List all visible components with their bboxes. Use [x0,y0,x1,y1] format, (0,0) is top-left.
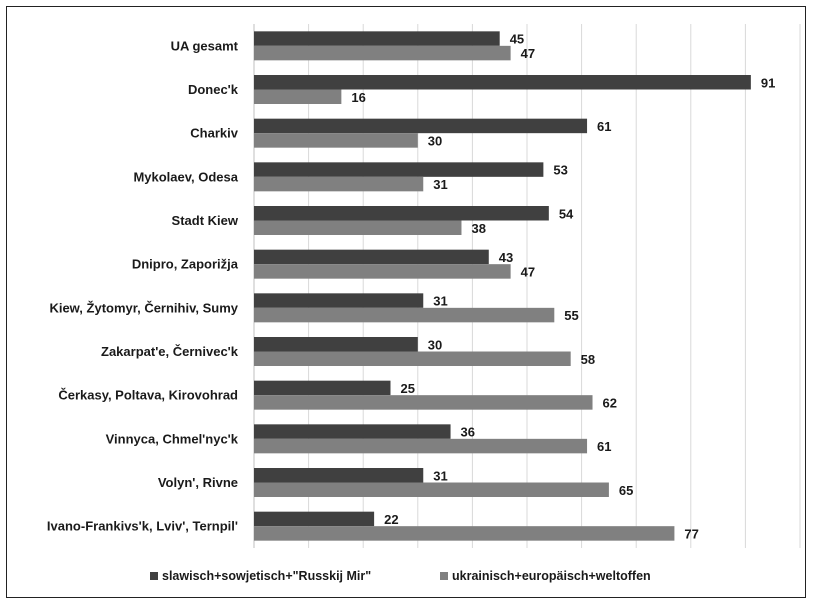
bar-series2 [254,176,424,192]
grid [308,24,801,548]
data-label: 77 [684,526,698,541]
data-label: 61 [597,439,611,454]
data-label: 16 [351,90,365,105]
bar-series2 [254,351,571,366]
legend-swatch [440,572,448,580]
category-label: Zakarpat'e, Černivec'k [101,344,239,359]
bar-series1 [254,380,391,396]
data-label: 62 [603,395,617,410]
bar-series1 [254,249,489,265]
bar-series1 [254,293,424,308]
bar-series2 [254,438,588,454]
category-label: Vinnyca, Chmel'nyc'k [106,431,239,446]
data-label: 25 [401,381,415,396]
category-label: Dnipro, Zaporižja [132,257,239,272]
legend-swatch [150,572,158,580]
data-label: 30 [428,133,442,148]
bar-series2 [254,482,609,497]
data-label: 61 [597,119,611,134]
category-label: Volyn', Rivne [158,475,238,490]
bar-series1 [254,206,549,221]
category-label: Mykolaev, Odesa [133,169,238,184]
bar-series1 [254,162,544,177]
bar-series1 [254,118,588,134]
legend-label: slawisch+sowjetisch+"Russkij Mir" [162,569,371,583]
bar-series2 [254,133,418,148]
data-label: 47 [521,264,535,279]
legend: slawisch+sowjetisch+"Russkij Mir" ukraini… [150,569,651,583]
bar-series2 [254,220,462,235]
data-label: 47 [521,46,535,61]
data-label: 91 [761,75,775,90]
bar-series2 [254,395,593,410]
category-label: Čerkasy, Poltava, Kirovohrad [58,388,238,403]
data-label: 30 [428,337,442,352]
category-label: Stadt Kiew [172,213,239,228]
bar-series1 [254,75,751,90]
category-label: Kiew, Žytomyr, Černihiv, Sumy [49,300,238,315]
data-label: 31 [433,177,447,192]
bar-series2 [254,264,511,279]
category-label: Donec'k [188,82,239,97]
bars [254,31,751,541]
data-label: 31 [433,468,447,483]
bar-series2 [254,307,555,323]
data-label: 55 [564,308,578,323]
data-label: 22 [384,512,398,527]
bar-series1 [254,511,375,527]
bar-series1 [254,31,500,46]
bar-series2 [254,89,342,104]
data-label: 54 [559,206,574,221]
data-label: 38 [471,221,485,236]
data-label: 58 [581,352,595,367]
category-label: Ivano-Frankivs'k, Lviv', Ternpil' [47,519,238,534]
legend-label: ukrainisch+europäisch+weltoffen [452,569,651,583]
bar-series1 [254,337,418,352]
data-label: 45 [510,32,524,47]
data-label: 53 [553,163,567,178]
data-label: 65 [619,483,633,498]
data-label: 31 [433,294,447,309]
bar-series1 [254,468,424,483]
data-label: 36 [461,425,475,440]
bar-series2 [254,526,675,541]
category-label: UA gesamt [171,38,239,53]
bar-series2 [254,45,511,61]
category-label: Charkiv [190,126,238,141]
bar-series1 [254,424,451,439]
data-label: 43 [499,250,513,265]
